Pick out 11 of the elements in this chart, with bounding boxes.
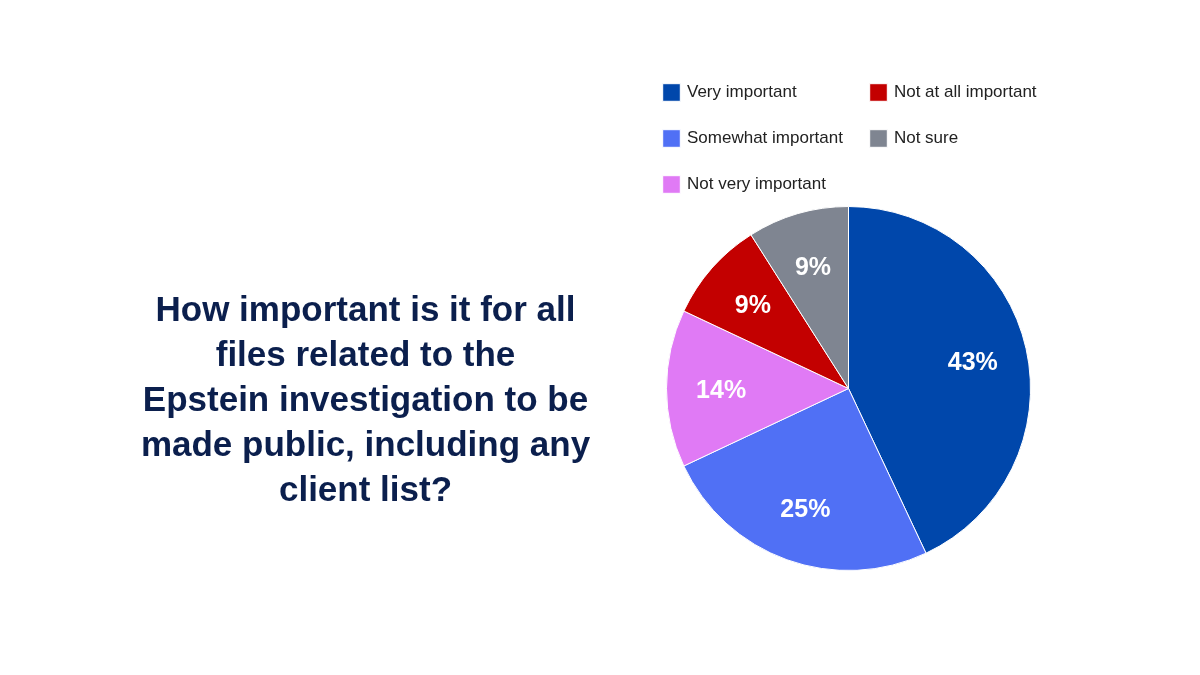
legend-label: Not very important [687, 174, 826, 194]
data-label: 14% [696, 374, 747, 403]
legend-label: Very important [687, 82, 797, 102]
data-label: 9% [734, 290, 772, 319]
data-label: 43% [947, 346, 998, 375]
legend-label: Not at all important [893, 82, 1037, 102]
text: How important is it for all files related to the Epstein investigation to be made public, including any client list? [140, 289, 591, 508]
data-label: 25% [780, 494, 831, 523]
legend-label: Not sure [893, 128, 959, 148]
legend-label: Somewhat important [687, 128, 843, 148]
data-label: 9% [794, 252, 832, 281]
